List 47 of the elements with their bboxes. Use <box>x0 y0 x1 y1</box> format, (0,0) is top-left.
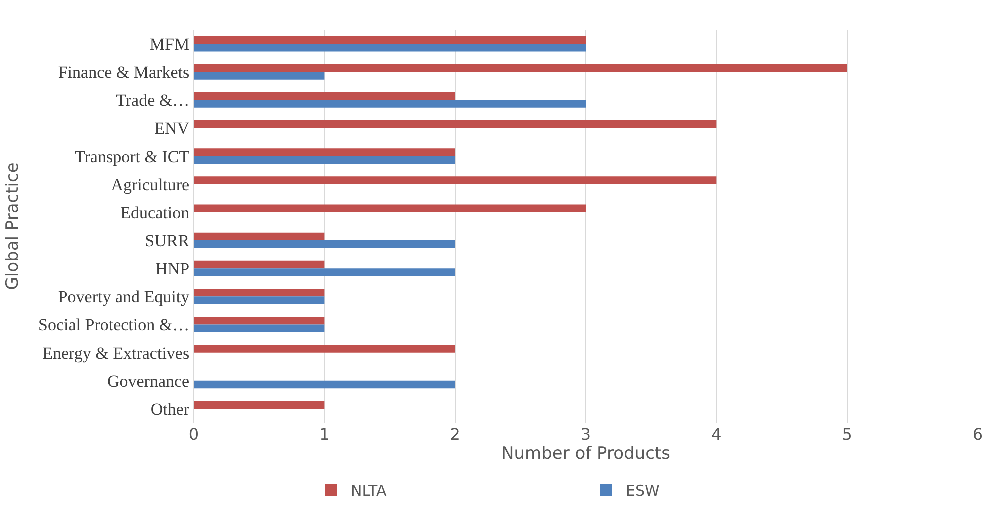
y-tick-label: Transport & ICT <box>74 147 190 166</box>
y-tick-label: Trade &… <box>116 91 190 110</box>
bar <box>194 72 325 80</box>
y-tick-label: SURR <box>145 231 190 250</box>
x-tick-label: 2 <box>450 425 460 444</box>
bar <box>194 36 586 44</box>
y-tick-label: Agriculture <box>111 175 190 194</box>
x-tick-label: 6 <box>972 425 984 444</box>
bar <box>194 120 717 128</box>
x-tick-label: 4 <box>712 425 722 444</box>
y-tick-label: HNP <box>156 260 190 279</box>
bar <box>194 401 325 409</box>
bar <box>194 324 325 332</box>
x-tick-label: 5 <box>842 425 852 444</box>
bar <box>194 240 456 248</box>
y-tick-label: Social Protection &… <box>38 316 190 335</box>
y-axis-title: Global Practice <box>3 162 24 290</box>
x-axis-title: Number of Products <box>502 444 671 464</box>
y-tick-label: MFM <box>150 34 190 54</box>
y-tick-label: Education <box>120 203 190 222</box>
bar <box>194 317 325 325</box>
x-tick-label: 1 <box>320 425 330 444</box>
y-tick-label: ENV <box>154 119 190 138</box>
bar <box>194 232 325 241</box>
bar <box>194 288 325 297</box>
y-tick-label: Finance & Markets <box>58 63 190 82</box>
legend-label: ESW <box>626 482 660 500</box>
y-tick-label: Governance <box>107 372 190 391</box>
bar <box>194 204 586 212</box>
bar <box>194 260 325 269</box>
bar <box>194 176 717 184</box>
bar <box>194 156 456 164</box>
bar <box>194 380 456 389</box>
bar <box>194 345 456 353</box>
x-tick-label: 0 <box>188 425 200 444</box>
legend-label: NLTA <box>351 482 388 500</box>
bar <box>194 296 325 304</box>
bar <box>194 268 456 276</box>
y-tick-label: Poverty and Equity <box>58 288 190 307</box>
bar <box>194 148 456 156</box>
y-tick-label: Energy & Extractives <box>42 344 190 363</box>
bar <box>194 44 586 52</box>
y-tick-label: Other <box>150 400 190 419</box>
bar <box>194 92 456 100</box>
bar <box>194 100 586 108</box>
bar <box>194 64 848 72</box>
x-tick-label: 3 <box>580 425 592 444</box>
